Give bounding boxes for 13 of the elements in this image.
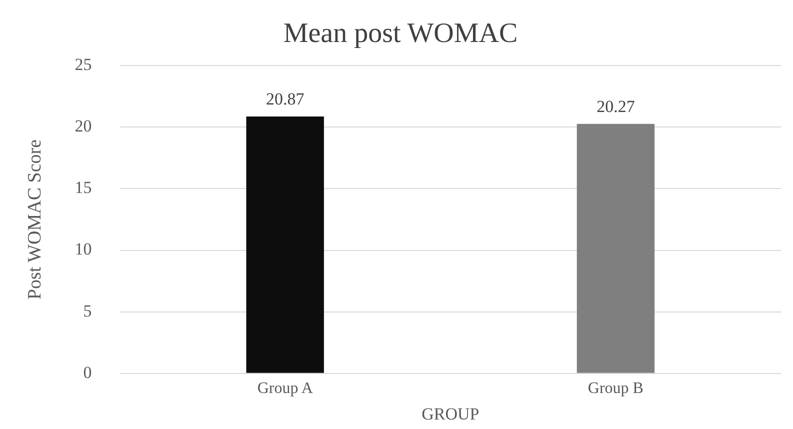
x-tick-label: Group B xyxy=(588,380,644,398)
y-tick-label: 15 xyxy=(74,178,92,198)
y-axis-title: Post WOMAC Score xyxy=(24,139,46,300)
data-label: 20.87 xyxy=(266,89,305,108)
chart-title: Mean post WOMAC xyxy=(283,18,518,50)
x-tick-label: Group A xyxy=(257,380,314,398)
x-axis-title: GROUP xyxy=(422,404,480,424)
y-tick-label: 20 xyxy=(74,116,92,136)
data-label: 20.27 xyxy=(596,96,636,116)
y-tick-label: 5 xyxy=(83,301,92,320)
y-tick-label: 25 xyxy=(74,55,92,74)
y-tick-label: 0 xyxy=(83,362,92,382)
y-tick-label: 10 xyxy=(74,240,92,259)
